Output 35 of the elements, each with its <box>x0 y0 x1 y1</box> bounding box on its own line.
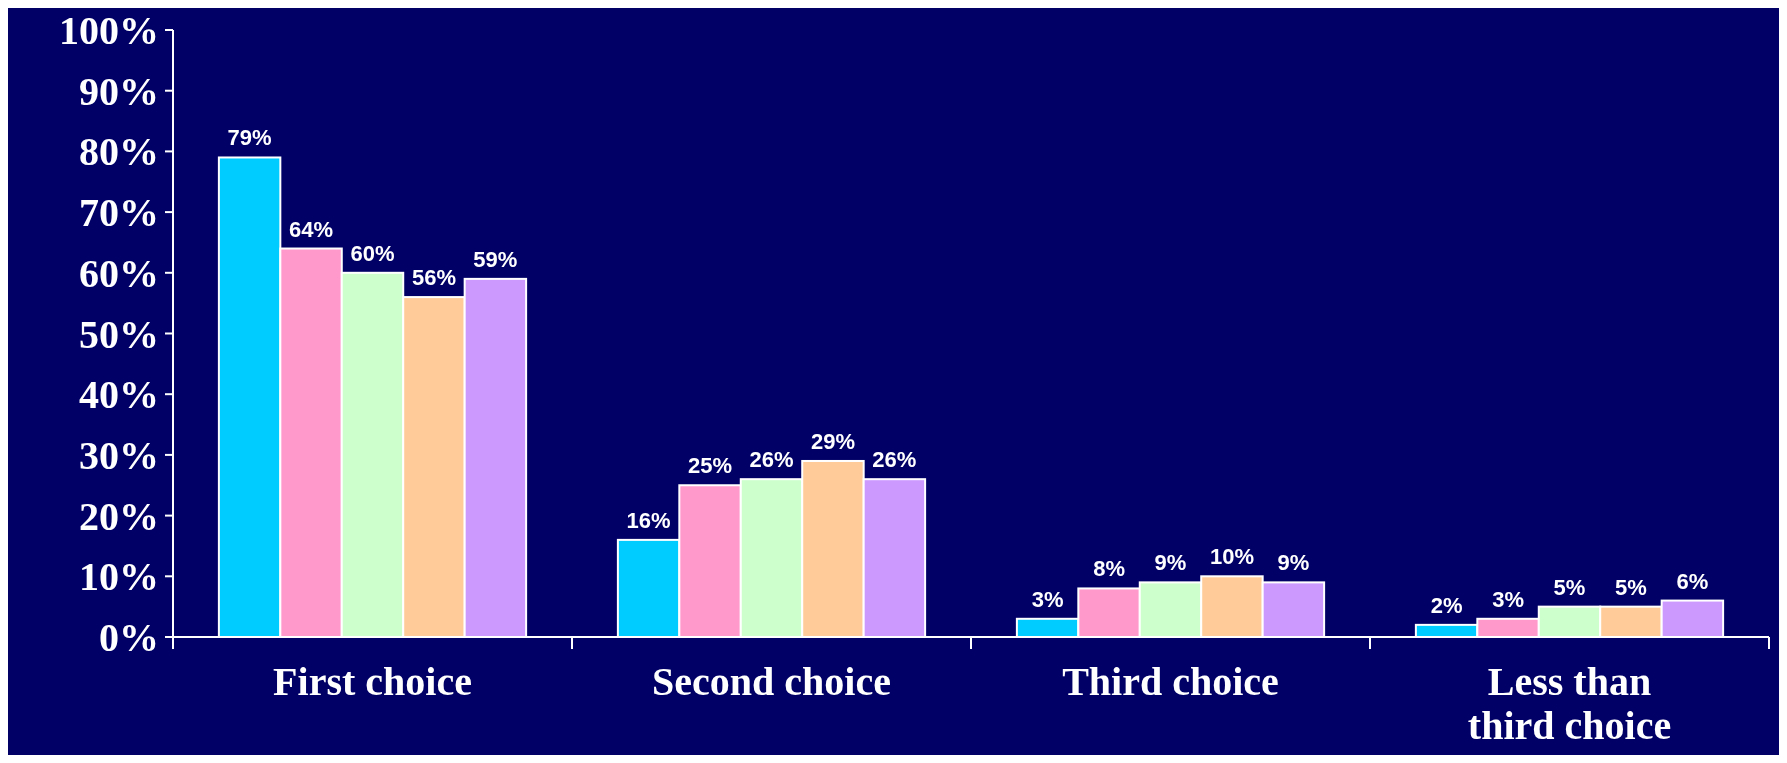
data-label: 6% <box>1676 568 1709 594</box>
data-label: 9% <box>1154 550 1187 576</box>
data-label: 59% <box>473 246 518 272</box>
data-label: 9% <box>1277 550 1310 576</box>
data-label: 8% <box>1093 556 1125 582</box>
y-tick-label: 40% <box>79 372 159 418</box>
y-tick-label: 80% <box>79 129 159 175</box>
data-label: 29% <box>810 428 855 454</box>
data-label: 56% <box>411 265 456 291</box>
y-tick-label: 0% <box>99 615 159 660</box>
data-label: 25% <box>688 453 733 479</box>
data-label: 5% <box>1615 574 1647 600</box>
y-tick-label: 10% <box>79 554 159 600</box>
data-label: 2% <box>1430 592 1463 618</box>
data-label: 16% <box>626 507 671 533</box>
x-tick-label: Second choice <box>652 659 891 704</box>
data-label: 3% <box>1031 586 1064 612</box>
y-tick-label: 100% <box>59 8 159 53</box>
data-label: 79% <box>227 125 272 151</box>
data-label: 5% <box>1553 574 1586 600</box>
y-tick-label: 90% <box>79 68 159 114</box>
data-label: 10% <box>1209 544 1254 570</box>
data-label: 26% <box>872 447 917 473</box>
y-tick-label: 70% <box>79 190 159 236</box>
y-tick-label: 50% <box>79 311 159 357</box>
x-tick-label: First choice <box>273 659 472 704</box>
data-label: 26% <box>749 447 794 473</box>
data-label: 64% <box>289 216 334 242</box>
data-label: 60% <box>350 240 395 266</box>
y-tick-label: 60% <box>79 250 159 296</box>
data-label: 3% <box>1492 586 1524 612</box>
y-tick-label: 30% <box>79 432 159 478</box>
x-tick-label: Third choice <box>1062 659 1279 704</box>
x-tick-label: Less than third choice <box>1467 659 1672 748</box>
y-tick-label: 20% <box>79 493 159 539</box>
